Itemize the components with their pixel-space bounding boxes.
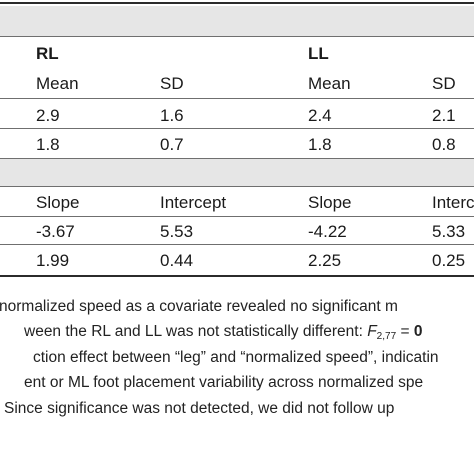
table-cell: 1.8 — [308, 135, 332, 154]
row-rule — [0, 216, 474, 217]
col-header: Mean — [36, 74, 79, 93]
table-cell: 5.53 — [160, 222, 194, 241]
table-cell: 2.25 — [308, 251, 342, 270]
footnote-line-5: Since significance was not detected, we … — [0, 399, 474, 419]
footnote-text: ween the RL and LL was not statistically… — [24, 323, 368, 340]
table-cell: 0.44 — [160, 251, 194, 270]
stat-symbol: F — [367, 323, 377, 340]
footnote-line-4: ent or ML foot placement variability acr… — [0, 373, 474, 393]
col-header: Interce — [432, 193, 474, 212]
row-rule — [0, 98, 474, 99]
table-cell: 1.6 — [160, 106, 184, 125]
col-header: Slope — [36, 193, 80, 212]
table-cell: 2.9 — [36, 106, 60, 125]
col-header: SD — [432, 74, 456, 93]
footnote-text: Since significance was not detected, we … — [4, 400, 395, 417]
col-header: SD — [160, 74, 184, 93]
table-header-band — [0, 6, 474, 36]
stat-value-fragment: 0 — [413, 323, 423, 340]
footnote-line-3: ction effect between “leg” and “normaliz… — [0, 348, 474, 368]
section-band — [0, 159, 474, 186]
table-cell: 0.25 — [432, 251, 466, 270]
footnote-line-1: normalized speed as a covariate revealed… — [0, 297, 474, 317]
row-rule — [0, 244, 474, 245]
table-cell: -4.22 — [308, 222, 347, 241]
footnote-text: ction effect between “leg” and “normaliz… — [33, 349, 439, 366]
table-cell: 1.99 — [36, 251, 70, 270]
footnote-text: normalized speed as a covariate revealed… — [0, 298, 398, 315]
table-cell: 0.8 — [432, 135, 456, 154]
footnote-text: ent or ML foot placement variability acr… — [24, 374, 424, 391]
col-header: Slope — [308, 193, 352, 212]
table-cell: 5.33 — [432, 222, 466, 241]
row-rule — [0, 128, 474, 129]
group-rl-label: RL — [36, 44, 59, 63]
col-header: Mean — [308, 74, 351, 93]
row-rule — [0, 158, 474, 159]
table-cell: 1.8 — [36, 135, 60, 154]
stat-subscript: 2,77 — [376, 331, 397, 342]
stat-equals: = — [396, 323, 414, 340]
group-header-rule — [0, 36, 474, 37]
table-cell: -3.67 — [36, 222, 75, 241]
table-cell: 2.4 — [308, 106, 332, 125]
col-header: Intercept — [160, 193, 227, 212]
group-ll-label: LL — [308, 44, 329, 63]
footnote-line-2: ween the RL and LL was not statistically… — [0, 322, 474, 342]
row-rule — [0, 186, 474, 187]
table-top-rule — [0, 2, 474, 4]
table-cell: 2.1 — [432, 106, 456, 125]
table-bottom-rule — [0, 275, 474, 277]
table-cell: 0.7 — [160, 135, 184, 154]
